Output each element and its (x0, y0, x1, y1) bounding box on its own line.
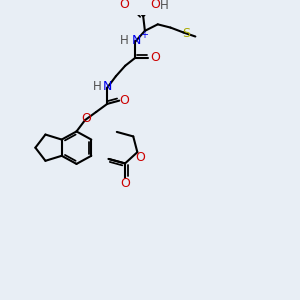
Text: S: S (182, 27, 190, 40)
Text: H: H (160, 0, 169, 11)
Text: O: O (150, 0, 160, 11)
Text: O: O (120, 177, 130, 190)
Text: +: + (140, 30, 148, 40)
Text: N: N (103, 80, 112, 93)
Text: O: O (120, 94, 130, 107)
Text: O: O (150, 51, 160, 64)
Text: O: O (135, 151, 145, 164)
Text: O: O (82, 112, 92, 125)
Text: H: H (120, 34, 129, 47)
Text: N: N (131, 34, 141, 47)
Text: O: O (119, 0, 129, 11)
Text: H: H (92, 80, 101, 93)
